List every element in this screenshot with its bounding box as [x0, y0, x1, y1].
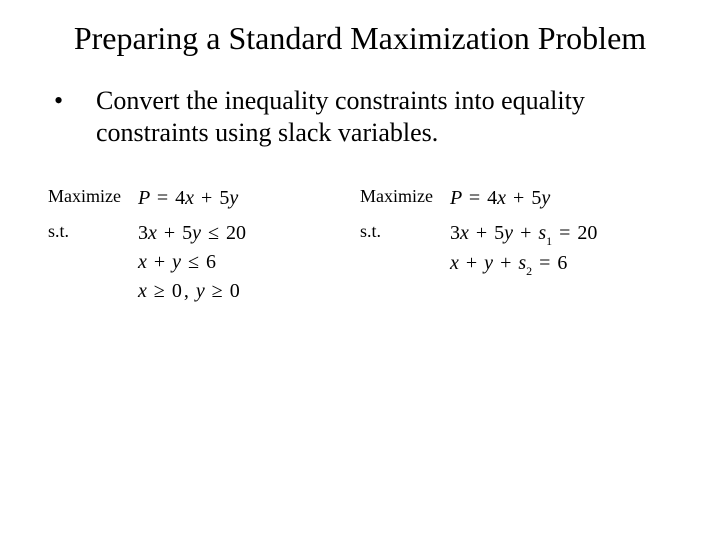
- left-c2: x + y ≤ 6: [138, 248, 246, 277]
- maximize-label: Maximize: [360, 184, 450, 207]
- right-objective-row: Maximize P = 4x + 5y: [360, 184, 672, 213]
- st-label: s.t.: [48, 219, 138, 242]
- st-label: s.t.: [360, 219, 450, 242]
- right-c1: 3x + 5y + s1 = 20: [450, 219, 597, 249]
- left-column: Maximize P = 4x + 5y s.t. 3x + 5y ≤ 20 x…: [48, 184, 360, 312]
- right-constraints: 3x + 5y + s1 = 20 x + y + s2 = 6: [450, 219, 597, 280]
- left-c3: x ≥ 0, y ≥ 0: [138, 277, 246, 306]
- right-constraints-row: s.t. 3x + 5y + s1 = 20 x + y + s2 = 6: [360, 219, 672, 280]
- right-column: Maximize P = 4x + 5y s.t. 3x + 5y + s1 =…: [360, 184, 672, 312]
- left-objective-row: Maximize P = 4x + 5y: [48, 184, 360, 213]
- right-c2: x + y + s2 = 6: [450, 249, 597, 279]
- slide-title: Preparing a Standard Maximization Proble…: [48, 20, 672, 57]
- left-constraints: 3x + 5y ≤ 20 x + y ≤ 6 x ≥ 0, y ≥ 0: [138, 219, 246, 306]
- left-objective: P = 4x + 5y: [138, 184, 238, 213]
- bullet-text: Convert the inequality constraints into …: [96, 85, 672, 150]
- maximize-label: Maximize: [48, 184, 138, 207]
- content-columns: Maximize P = 4x + 5y s.t. 3x + 5y ≤ 20 x…: [48, 184, 672, 312]
- left-constraints-row: s.t. 3x + 5y ≤ 20 x + y ≤ 6 x ≥ 0, y ≥ 0: [48, 219, 360, 306]
- bullet-item: • Convert the inequality constraints int…: [48, 85, 672, 150]
- left-c1: 3x + 5y ≤ 20: [138, 219, 246, 248]
- bullet-mark: •: [48, 85, 96, 116]
- slide: Preparing a Standard Maximization Proble…: [0, 0, 720, 312]
- right-objective: P = 4x + 5y: [450, 184, 550, 213]
